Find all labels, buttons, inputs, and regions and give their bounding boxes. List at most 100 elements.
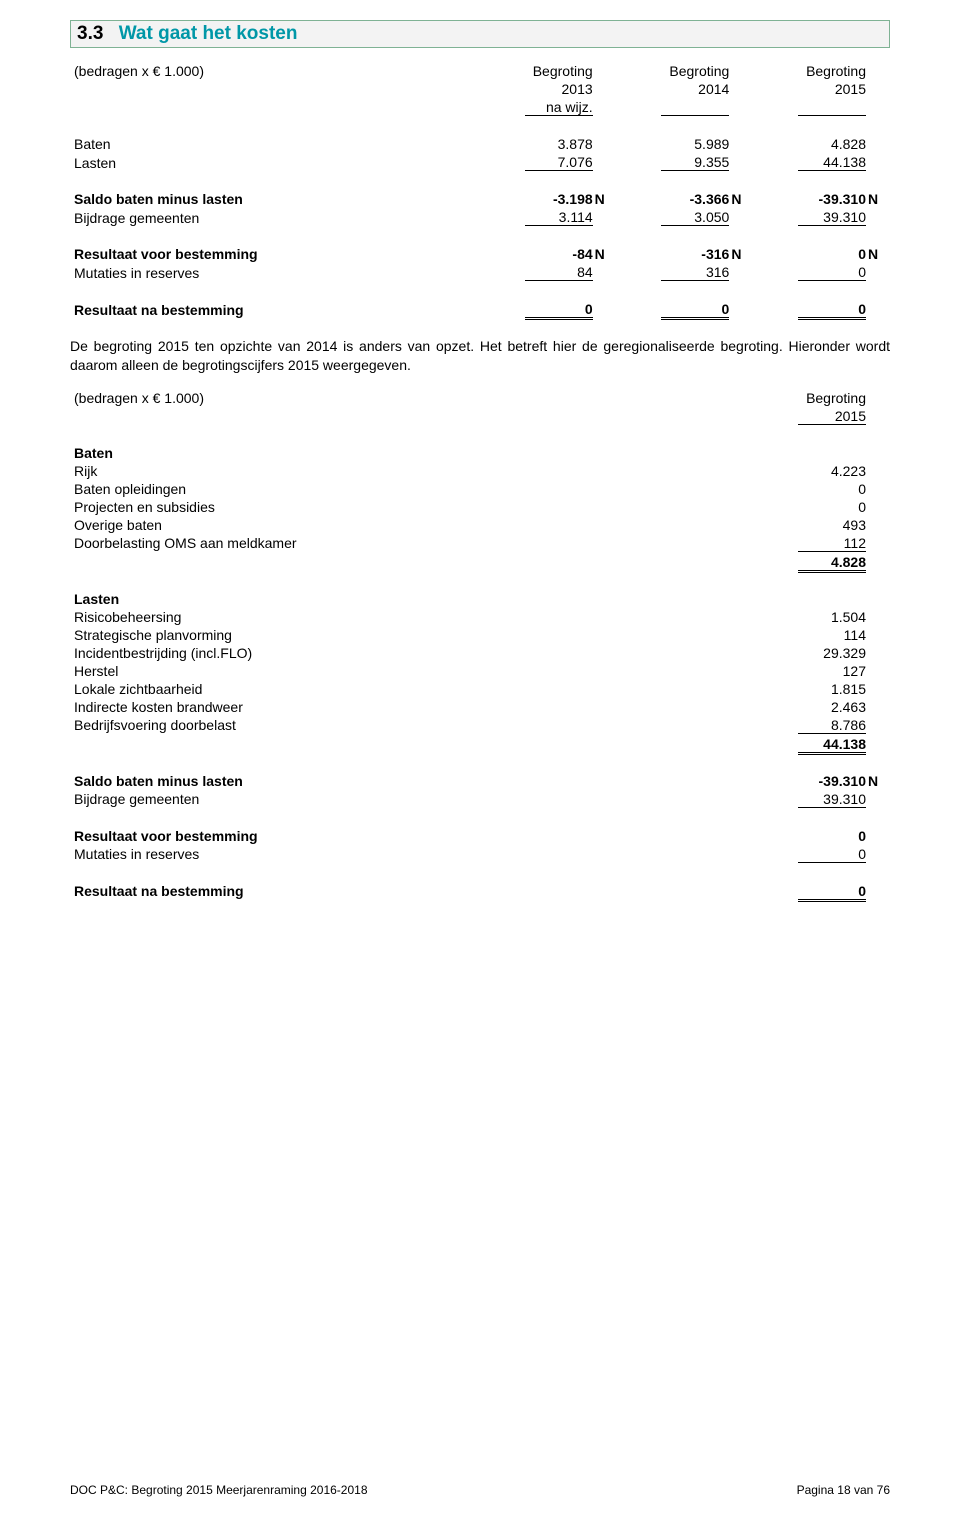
row-value: 0 [480,827,890,845]
table-row: Overige baten 493 [70,516,890,534]
table-row: Saldo baten minus lasten -3.198N -3.366N… [70,190,890,208]
row-value: 4.828 [753,135,890,153]
caption: (bedragen x € 1.000) [70,389,480,407]
row-value: 112 [480,534,890,553]
row-value: -3.198N [480,190,617,208]
row-value: 493 [480,516,890,534]
footer-right: Pagina 18 van 76 [797,1483,890,1497]
col-header: Begroting [480,389,890,407]
table-row: Strategische planvorming 114 [70,626,890,644]
table-row: Mutaties in reserves 0 [70,845,890,864]
col-header: Begroting [480,62,617,80]
table-row: Resultaat voor bestemming -84N -316N 0N [70,245,890,263]
page-footer: DOC P&C: Begroting 2015 Meerjarenraming … [70,1483,890,1497]
table-costs-3col: (bedragen x € 1.000) Begroting Begroting… [70,62,890,319]
row-value: 29.329 [480,644,890,662]
row-value: 1.815 [480,680,890,698]
table-body: Baten 3.878 5.989 4.828 Lasten 7.076 9.3… [70,117,890,319]
row-value: 9.355 [617,153,754,172]
row-label: Risicobeheersing [70,608,480,626]
row-label: Resultaat na bestemming [70,882,480,901]
group-header: Lasten [70,590,890,608]
row-label: Baten [70,135,480,153]
row-label: Mutaties in reserves [70,845,480,864]
row-label: Saldo baten minus lasten [70,772,480,790]
col-header: 2015 [480,407,890,426]
table-row: Baten 3.878 5.989 4.828 [70,135,890,153]
group-header: Baten [70,444,890,462]
row-value: 8.786 [480,716,890,735]
paragraph: De begroting 2015 ten opzichte van 2014 … [70,337,890,375]
table-row: Risicobeheersing 1.504 [70,608,890,626]
row-label: Resultaat voor bestemming [70,245,480,263]
table-row: Doorbelasting OMS aan meldkamer 112 [70,534,890,553]
row-label: Overige baten [70,516,480,534]
row-value: 0N [753,245,890,263]
row-label: Strategische planvorming [70,626,480,644]
row-value: 7.076 [480,153,617,172]
col-header [617,98,754,117]
row-label: Indirecte kosten brandweer [70,698,480,716]
row-label: Mutaties in reserves [70,263,480,282]
row-value: 114 [480,626,890,644]
col-header: na wijz. [480,98,617,117]
row-value: 4.223 [480,462,890,480]
row-label: Saldo baten minus lasten [70,190,480,208]
table-row: Resultaat na bestemming 0 0 0 [70,300,890,319]
row-value: 0 [480,480,890,498]
row-value: -3.366N [617,190,754,208]
caption: (bedragen x € 1.000) [70,62,480,80]
table-row: Herstel 127 [70,662,890,680]
row-value: -39.310N [480,772,890,790]
row-value: 3.050 [617,208,754,227]
row-label: Herstel [70,662,480,680]
row-label: Projecten en subsidies [70,498,480,516]
row-value: -84N [480,245,617,263]
row-value: 5.989 [617,135,754,153]
row-value: 3.114 [480,208,617,227]
page: 3.3 Wat gaat het kosten (bedragen x € 1.… [0,0,960,1517]
row-value: 2.463 [480,698,890,716]
col-header [753,98,890,117]
row-label: Resultaat voor bestemming [70,827,480,845]
col-header: Begroting [617,62,754,80]
row-value: 0 [480,498,890,516]
row-value: 0 [480,845,890,864]
row-value: 0 [480,882,890,901]
row-value: 316 [617,263,754,282]
row-value: 84 [480,263,617,282]
section-title: Wat gaat het kosten [119,23,298,44]
row-label: Bijdrage gemeenten [70,208,480,227]
table-row: Lasten 7.076 9.355 44.138 [70,153,890,172]
table-row: Bedrijfsvoering doorbelast 8.786 [70,716,890,735]
table-row: Bijdrage gemeenten 3.114 3.050 39.310 [70,208,890,227]
table-row: Resultaat na bestemming 0 [70,882,890,901]
table-row: Rijk 4.223 [70,462,890,480]
table-row: Indirecte kosten brandweer 2.463 [70,698,890,716]
row-value: 0 [753,300,890,319]
col-header: 2013 [480,80,617,98]
table-row: Lokale zichtbaarheid 1.815 [70,680,890,698]
row-value: 4.828 [480,553,890,572]
row-value: 0 [480,300,617,319]
row-value: 127 [480,662,890,680]
row-value: 44.138 [753,153,890,172]
table-row: Incidentbestrijding (incl.FLO) 29.329 [70,644,890,662]
row-value: 44.138 [480,735,890,754]
col-header: 2014 [617,80,754,98]
row-label: Bijdrage gemeenten [70,790,480,809]
row-label: Lasten [70,153,480,172]
table-row: Projecten en subsidies 0 [70,498,890,516]
table-row: Mutaties in reserves 84 316 0 [70,263,890,282]
row-value: -316N [617,245,754,263]
row-value: 1.504 [480,608,890,626]
row-label: Incidentbestrijding (incl.FLO) [70,644,480,662]
group-total: 4.828 [70,553,890,572]
row-label: Resultaat na bestemming [70,300,480,319]
row-value: 39.310 [753,208,890,227]
row-label: Bedrijfsvoering doorbelast [70,716,480,735]
row-value: 3.878 [480,135,617,153]
section-number: 3.3 [77,23,103,44]
row-label: Lokale zichtbaarheid [70,680,480,698]
footer-left: DOC P&C: Begroting 2015 Meerjarenraming … [70,1483,368,1497]
